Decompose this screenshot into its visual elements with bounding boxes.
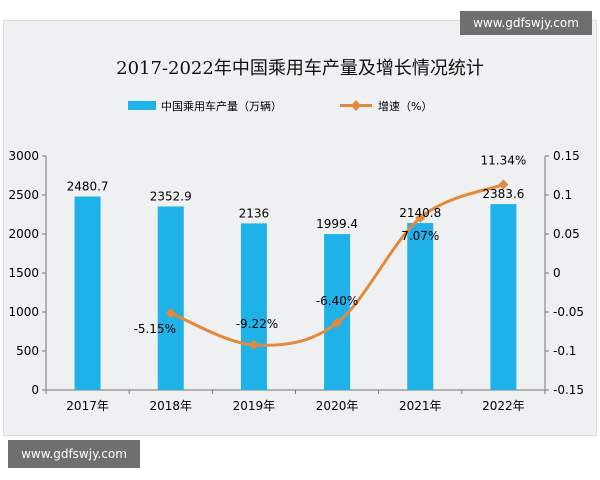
bar [407,223,434,390]
y-right-tick-label: 0.1 [553,188,572,202]
y-left-tick-label: 500 [16,344,39,358]
chart-title: 2017-2022年中国乘用车产量及增长情况统计 [116,58,484,79]
bar-value-label: 2352.9 [150,189,192,203]
y-right-tick-label: 0 [553,266,561,280]
y-right-tick-label: -0.1 [553,344,576,358]
x-tick-label: 2017年 [66,399,109,413]
x-tick-label: 2021年 [399,399,442,413]
y-right-tick-label: 0.15 [553,149,580,163]
growth-value-label: 11.34% [481,154,527,168]
bar [240,223,267,390]
growth-value-label: 7.07% [401,229,439,243]
legend-bar-swatch [128,101,156,110]
bar [490,204,517,390]
x-tick-label: 2022年 [482,399,525,413]
y-left-tick-label: 1500 [8,266,39,280]
growth-point [248,339,259,350]
bar [324,234,351,390]
bar-value-label: 2383.6 [482,187,524,201]
watermark-top: www.gdfswjy.com [460,11,592,35]
legend-bar-label: 中国乘用车产量（万辆） [161,99,282,113]
bar-value-label: 2480.7 [67,180,109,194]
growth-point [498,179,509,190]
bar [74,196,101,390]
growth-point [332,317,343,328]
bar-value-label: 2140.8 [399,206,441,220]
bar-value-label: 1999.4 [316,217,358,231]
y-right-tick-label: -0.15 [553,383,584,397]
legend-line-marker [351,100,361,111]
x-tick-label: 2018年 [149,399,192,413]
watermark-bottom: www.gdfswjy.com [8,440,140,468]
growth-value-label: -6.40% [316,294,358,308]
y-left-tick-label: 1000 [8,305,39,319]
bar [157,206,184,390]
legend-line-label: 增速（%） [378,99,432,113]
y-left-tick-label: 2500 [8,188,39,202]
growth-value-label: -9.22% [236,317,278,331]
x-tick-label: 2020年 [316,399,359,413]
y-right-tick-label: -0.05 [553,305,584,319]
y-left-tick-label: 3000 [8,149,39,163]
growth-value-label: -5.15% [134,322,176,336]
x-tick-label: 2019年 [233,399,276,413]
growth-point [415,212,426,223]
y-left-tick-label: 2000 [8,227,39,241]
growth-point [165,308,176,319]
bar-value-label: 2136 [239,206,270,220]
y-left-tick-label: 0 [31,383,39,397]
y-right-tick-label: 0.05 [553,227,580,241]
